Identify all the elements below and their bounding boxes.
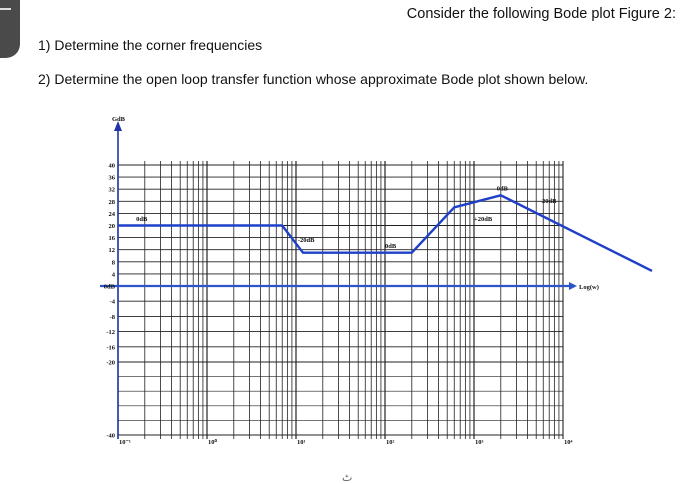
y-tick-label: 32 [109, 187, 116, 194]
y-tick-label: -4 [110, 299, 116, 306]
question-2: 2) Determine the open loop transfer func… [38, 71, 589, 87]
y-tick-label: 0dB [104, 284, 116, 291]
y-tick-label: -16 [106, 344, 115, 351]
y-tick-label: 20 [109, 223, 116, 230]
y-tick-label: -8 [110, 314, 116, 321]
x-tick-label: 10⁴ [564, 439, 573, 446]
slope-annotation: 0dB [497, 186, 509, 193]
x-tick-label: 10⁻¹ [119, 439, 131, 446]
stray-mark: ٹ [342, 472, 353, 484]
y-tick-label: -20 [106, 360, 115, 367]
x-axis-label: Log(w) [579, 284, 599, 291]
slope-annotation: -20dB [298, 237, 315, 244]
y-tick-label: 12 [109, 247, 116, 254]
slope-annotation: 0dB [136, 216, 148, 223]
bode-magnitude-curve [118, 194, 653, 272]
y-tick-label: -12 [106, 329, 115, 336]
x-axis-arrow [569, 282, 577, 290]
x-tick-label: 10² [386, 439, 395, 446]
tab-dash [0, 8, 11, 10]
x-tick-label: 10⁰ [208, 438, 218, 446]
y-tick-label: 40 [109, 163, 116, 170]
y-tick-label: -40 [106, 433, 115, 440]
slope-annotation: -20dB [540, 198, 557, 205]
y-tick-label: 24 [109, 211, 116, 218]
y-tick-label: 16 [109, 235, 116, 242]
y-tick-label: 28 [109, 199, 116, 206]
y-tick-label: 8 [112, 259, 116, 266]
y-axis-label: GdB [112, 116, 126, 123]
y-axis-arrow [114, 121, 122, 131]
x-tick-label: 10³ [475, 439, 484, 446]
slope-annotation: +20dB [474, 216, 493, 223]
x-tick-label: 10¹ [297, 439, 306, 446]
question-1: 1) Determine the corner frequencies [38, 37, 263, 53]
slope-annotation: 0dB [385, 243, 397, 250]
y-tick-label: 36 [109, 175, 116, 182]
y-tick-label: 4 [112, 271, 116, 278]
corner-tab [0, 0, 20, 58]
page-title: Consider the following Bode plot Figure … [406, 6, 676, 22]
